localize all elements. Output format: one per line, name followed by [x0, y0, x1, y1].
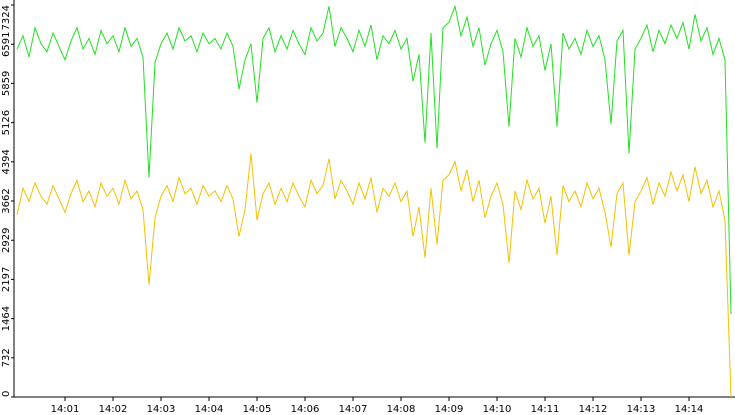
- x-tick-label: 14:08: [387, 404, 416, 415]
- x-tick-label: 14:13: [627, 404, 656, 415]
- y-tick-label: 2929: [1, 228, 12, 253]
- y-tick-label: 3662: [1, 188, 12, 213]
- series-line: [16, 4, 732, 315]
- x-tick-label: 14:10: [483, 404, 512, 415]
- x-tick-label: 14:02: [99, 404, 128, 415]
- x-tick-label: 14:03: [147, 404, 176, 415]
- y-tick-label: 0: [1, 391, 12, 397]
- y-tick-label: 6591: [1, 32, 12, 57]
- x-tick-label: 14:14: [675, 404, 704, 415]
- x-tick-label: 14:11: [531, 404, 560, 415]
- x-tick-label: 14:07: [339, 404, 368, 415]
- x-tick-label: 14:01: [51, 404, 80, 415]
- y-tick-label: 732: [1, 348, 12, 367]
- y-tick-label: 5126: [1, 110, 12, 135]
- x-tick-label: 14:04: [195, 404, 224, 415]
- y-tick-label: 2197: [1, 267, 12, 292]
- x-tick-label: 14:05: [243, 404, 272, 415]
- x-tick-label: 14:09: [435, 404, 464, 415]
- y-tick-label: 1464: [1, 306, 12, 331]
- x-tick-label: 14:06: [291, 404, 320, 415]
- y-tick-label: 7324: [1, 5, 12, 30]
- y-tick-label: 5859: [1, 71, 12, 96]
- x-tick-label: 14:12: [579, 404, 608, 415]
- series-line: [16, 153, 732, 398]
- y-tick-label: 4394: [1, 149, 12, 174]
